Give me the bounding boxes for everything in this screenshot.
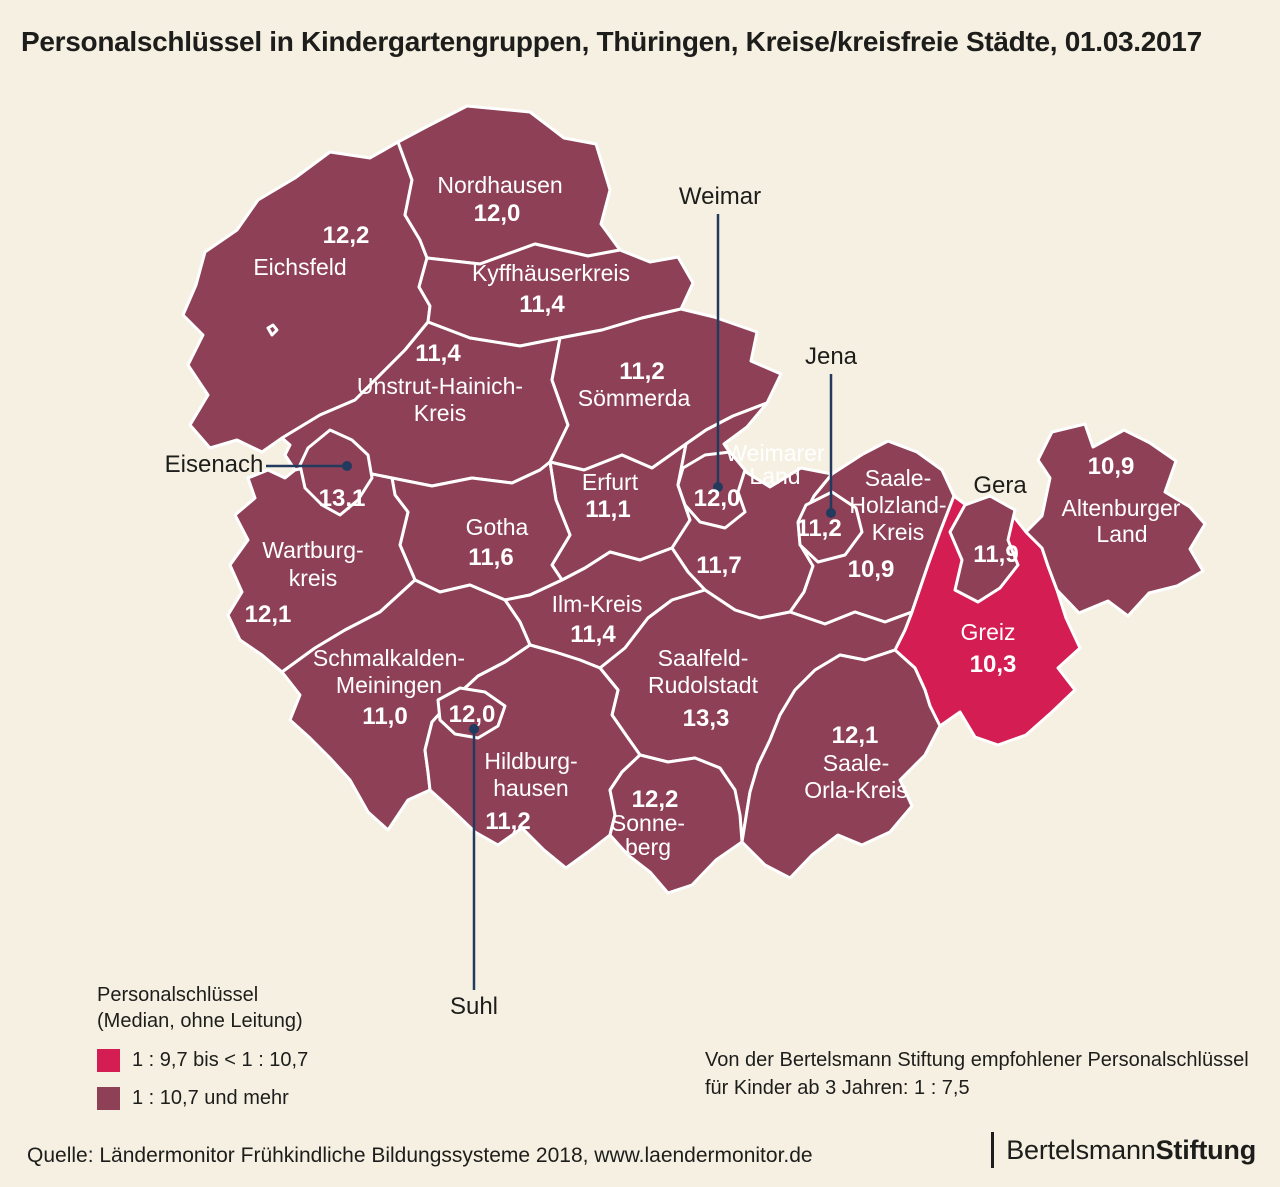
name-label-soemmerda: Sömmerda: [578, 385, 691, 411]
callout-label-suhl: Suhl: [450, 993, 498, 1020]
callout-label-weimar: Weimar: [679, 183, 761, 210]
value-label-gera: 11,9: [973, 541, 1018, 568]
value-label-eichsfeld: 12,2: [323, 222, 370, 249]
name-label-wartburgkreis: kreis: [289, 565, 338, 591]
value-label-kyffhaeuserkreis: 11,4: [519, 291, 565, 318]
name-label-wartburgkreis: Wartburg-: [262, 537, 363, 563]
value-label-nordhausen: 12,0: [474, 200, 521, 227]
district-eisenach: [298, 428, 374, 517]
value-label-saale-orla-kreis: 12,1: [832, 722, 879, 749]
logo-name-bold: Stiftung: [1155, 1134, 1257, 1165]
district-altenburger-land: [1024, 422, 1207, 618]
name-label-weimarer-land: Weimarer: [725, 440, 825, 466]
callout-label-eisenach: Eisenach: [165, 451, 264, 478]
legend: Personalschlüssel (Median, ohne Leitung)…: [97, 982, 308, 1110]
logo-bar-icon: [991, 1132, 995, 1168]
name-label-saalfeld-rudolstadt: Saalfeld-: [658, 645, 749, 671]
district-wartburgkreis: [226, 460, 417, 674]
value-label-suhl: 12,0: [449, 701, 496, 728]
name-label-saale-holzland-kreis: Kreis: [872, 519, 924, 545]
name-label-weimarer-land: Land: [749, 463, 800, 489]
callout-dot-suhl: [469, 724, 479, 734]
district-gera: [948, 494, 1020, 604]
value-label-erfurt: 11,1: [585, 496, 630, 523]
page-title: Personalschlüssel in Kindergartengruppen…: [21, 26, 1202, 57]
name-label-ilm-kreis: Ilm-Kreis: [552, 591, 643, 617]
name-label-unstrut-hainich-kreis: Kreis: [414, 400, 466, 426]
value-label-hildburghausen: 11,2: [485, 808, 530, 835]
name-label-nordhausen: Nordhausen: [437, 172, 562, 198]
district-jena: [796, 490, 864, 564]
name-label-hildburghausen: hausen: [493, 775, 568, 801]
name-label-altenburger-land: Altenburger: [1062, 495, 1181, 521]
value-label-altenburger-land: 10,9: [1088, 453, 1135, 480]
name-label-greiz: Greiz: [961, 619, 1016, 645]
value-label-gotha: 11,6: [468, 544, 513, 571]
value-label-saalfeld-rudolstadt: 13,3: [683, 705, 730, 732]
value-label-schmalkalden-meiningen: 11,0: [362, 703, 407, 730]
legend-item-high: 1 : 10,7 und mehr: [97, 1087, 308, 1110]
name-label-unstrut-hainich-kreis: Unstrut-Hainich-: [357, 373, 523, 399]
legend-title-line2: (Median, ohne Leitung): [97, 1010, 303, 1032]
value-label-eisenach: 13,1: [319, 485, 366, 512]
legend-title-line1: Personalschlüssel: [97, 984, 259, 1006]
value-label-wartburgkreis: 12,1: [245, 601, 292, 628]
name-label-erfurt: Erfurt: [582, 469, 639, 495]
recommendation-note: Von der Bertelsmann Stiftung empfohlener…: [705, 1046, 1249, 1102]
value-label-weimar: 12,0: [694, 485, 741, 512]
legend-item-high-label: 1 : 10,7 und mehr: [132, 1087, 289, 1109]
name-label-eichsfeld: Eichsfeld: [253, 254, 346, 280]
district-suhl: [436, 686, 507, 740]
callout-dot-jena: [826, 508, 836, 518]
name-label-schmalkalden-meiningen: Schmalkalden-: [313, 645, 465, 671]
legend-item-low: 1 : 9,7 bis < 1 : 10,7: [97, 1049, 308, 1072]
value-label-unstrut-hainich-kreis: 11,4: [415, 340, 461, 367]
name-label-saale-holzland-kreis: Holzland-: [849, 492, 946, 518]
district-map-speck: [266, 323, 279, 337]
name-label-sonneberg: Sonne-: [611, 810, 685, 836]
name-label-hildburghausen: Hildburg-: [484, 748, 577, 774]
district-weimar: [676, 450, 747, 530]
name-label-sonneberg: berg: [625, 834, 671, 860]
recommendation-note-line1: Von der Bertelsmann Stiftung empfohlener…: [705, 1049, 1249, 1071]
name-label-saale-orla-kreis: Orla-Kreis: [804, 777, 908, 803]
logo-name-regular: Bertelsmann: [1006, 1134, 1156, 1165]
value-label-soemmerda: 11,2: [619, 358, 664, 385]
value-label-greiz: 10,3: [970, 651, 1017, 678]
name-label-saale-orla-kreis: Saale-: [823, 750, 889, 776]
callout-label-jena: Jena: [805, 343, 858, 370]
district-sonneberg: [608, 753, 744, 895]
value-label-weimarer-land: 11,7: [696, 552, 741, 579]
district-saale-orla-kreis: [740, 648, 942, 880]
logo-text: BertelsmannStiftung: [1006, 1135, 1256, 1166]
name-label-kyffhaeuserkreis: Kyffhäuserkreis: [472, 260, 630, 286]
value-label-ilm-kreis: 11,4: [570, 621, 616, 648]
name-label-saalfeld-rudolstadt: Rudolstadt: [648, 672, 759, 698]
legend-swatch-low-icon: [97, 1049, 120, 1072]
name-label-gotha: Gotha: [466, 514, 529, 540]
callout-dot-eisenach: [342, 461, 352, 471]
bertelsmann-logo: BertelsmannStiftung: [991, 1132, 1256, 1168]
value-label-saale-holzland-kreis: 10,9: [848, 556, 895, 583]
legend-item-low-label: 1 : 9,7 bis < 1 : 10,7: [132, 1049, 309, 1071]
callout-label-gera: Gera: [973, 472, 1027, 499]
name-label-altenburger-land: Land: [1096, 521, 1147, 547]
legend-title: Personalschlüssel (Median, ohne Leitung): [97, 982, 308, 1034]
name-label-saale-holzland-kreis: Saale-: [865, 465, 931, 491]
callout-dot-weimar: [713, 482, 723, 492]
value-label-sonneberg: 12,2: [632, 786, 679, 813]
recommendation-note-line2: für Kinder ab 3 Jahren: 1 : 7,5: [705, 1077, 970, 1099]
source-line: Quelle: Ländermonitor Frühkindliche Bild…: [27, 1144, 813, 1167]
name-label-schmalkalden-meiningen: Meiningen: [336, 672, 442, 698]
value-label-jena: 11,2: [796, 515, 841, 542]
legend-swatch-high-icon: [97, 1087, 120, 1110]
